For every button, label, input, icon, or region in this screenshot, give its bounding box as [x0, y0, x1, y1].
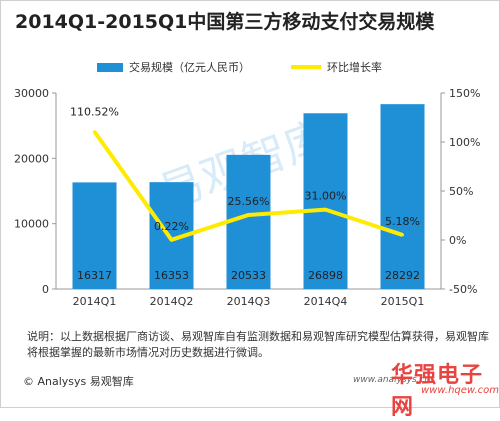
y-right-tick-label: 100% [449, 136, 480, 149]
growth-rate-point [324, 208, 327, 212]
footer-source: © Analysys 易观智库 [23, 375, 134, 388]
brand-logo-text: 华强电子网 [391, 363, 484, 420]
growth-rate-point [93, 130, 96, 134]
growth-rate-label: 0.22% [154, 220, 189, 233]
y-right-tick-label: 0% [449, 234, 466, 247]
bar-value-label: 26898 [308, 269, 343, 282]
growth-rate-label: 5.18% [385, 215, 420, 228]
legend-line-label: 环比增长率 [327, 61, 382, 74]
legend-bar-label: 交易规模（亿元人民币） [129, 61, 250, 74]
y-left-tick-label: 20000 [14, 152, 49, 165]
legend-bar-swatch [97, 62, 123, 72]
y-right-tick-label: -50% [449, 283, 477, 296]
bar [380, 104, 425, 289]
bar-value-label: 28292 [385, 269, 420, 282]
x-tick-label: 2014Q3 [227, 295, 271, 308]
growth-rate-point [170, 238, 173, 242]
y-right-tick-label: 150% [449, 87, 480, 100]
y-left-tick-label: 10000 [14, 218, 49, 231]
bar-value-label: 20533 [231, 269, 266, 282]
growth-rate-label: 110.52% [70, 106, 119, 119]
growth-rate-label: 31.00% [305, 190, 347, 203]
legend-line: 环比增长率 [291, 59, 382, 75]
bar [303, 113, 348, 289]
bar [226, 154, 271, 289]
chart-svg: 0100002000030000-50%0%50%100%150%易观智库163… [14, 87, 480, 308]
chart-note: 说明：以上数据根据厂商访谈、易观智库自有监测数据和易观智库研究模型估算获得，易观… [27, 330, 489, 359]
brand-url: www.hqew.com [421, 385, 499, 396]
bar-value-label: 16317 [77, 269, 112, 282]
x-tick-label: 2015Q1 [381, 295, 425, 308]
footer-site: www.analysys.cn [353, 375, 431, 385]
x-tick-label: 2014Q1 [73, 295, 117, 308]
bar-value-label: 16353 [154, 269, 189, 282]
x-tick-label: 2014Q4 [304, 295, 348, 308]
growth-rate-point [247, 213, 250, 217]
bar [72, 182, 117, 289]
growth-rate-label: 25.56% [228, 195, 270, 208]
growth-rate-point [401, 233, 404, 237]
y-left-tick-label: 30000 [14, 87, 49, 100]
legend-line-swatch [291, 65, 321, 69]
x-tick-label: 2014Q2 [150, 295, 194, 308]
y-left-tick-label: 0 [42, 283, 49, 296]
y-right-tick-label: 50% [449, 185, 473, 198]
legend-bar: 交易规模（亿元人民币） [97, 59, 250, 75]
chart-title: 2014Q1-2015Q1中国第三方移动支付交易规模 [15, 11, 435, 33]
